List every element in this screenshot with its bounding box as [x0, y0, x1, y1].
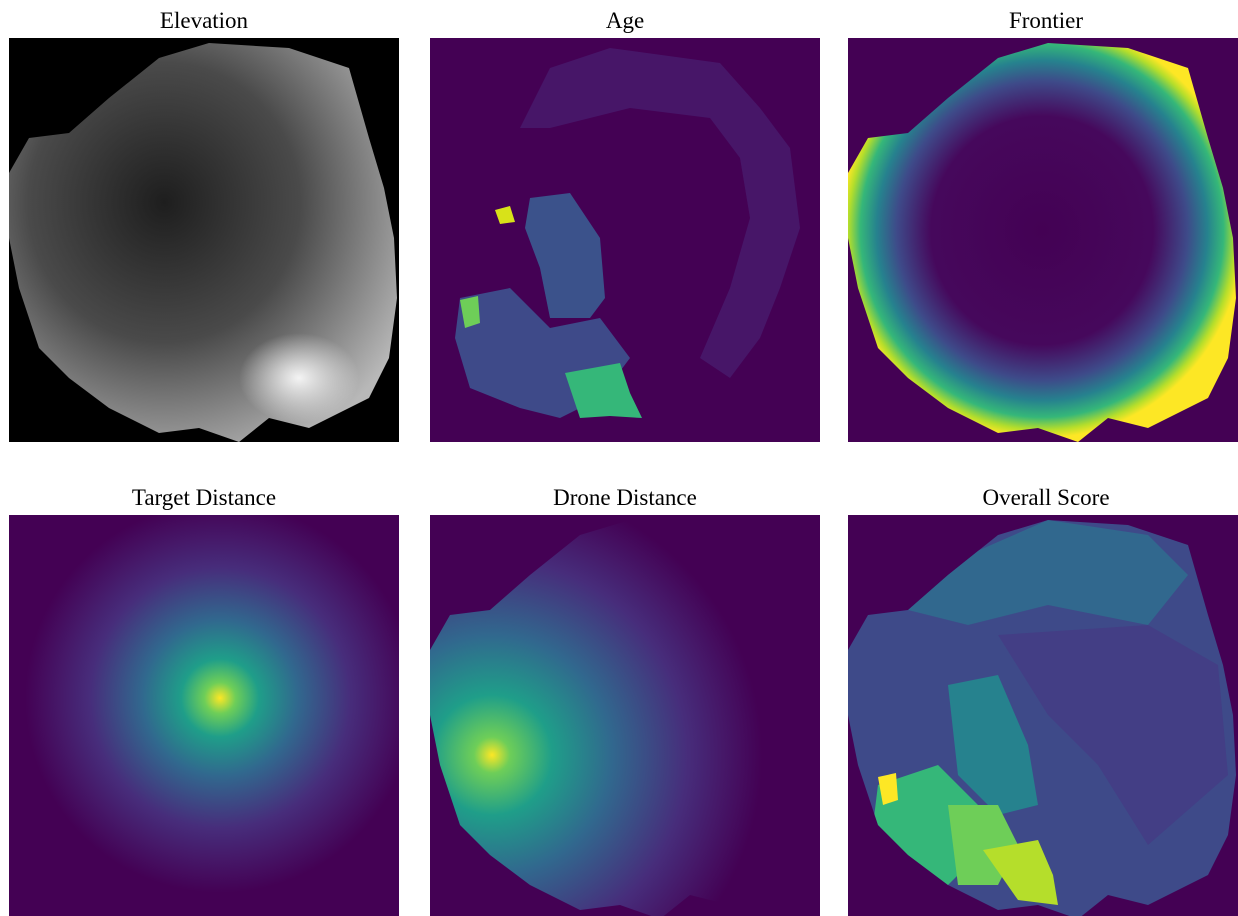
figure: Elevation Age Frontier Target Distance D… — [0, 0, 1238, 916]
elevation-image — [9, 38, 399, 442]
overall-score-image — [848, 515, 1238, 916]
panel-title: Drone Distance — [553, 485, 697, 510]
age-image — [430, 38, 820, 442]
panel-title: Elevation — [160, 8, 249, 33]
drone-distance-image — [430, 515, 820, 916]
panel-title: Age — [606, 8, 644, 33]
panel-title: Frontier — [1009, 8, 1083, 33]
frontier-image — [848, 38, 1238, 442]
target-distance-image — [9, 515, 399, 916]
panel-title: Target Distance — [132, 485, 276, 510]
panel-title: Overall Score — [982, 485, 1109, 510]
